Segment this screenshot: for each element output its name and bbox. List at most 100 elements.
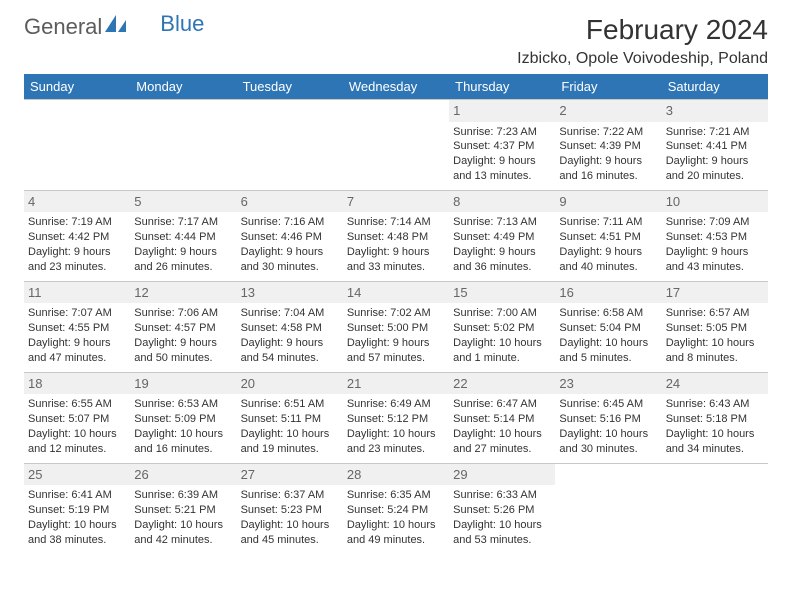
calendar-cell: 20 Sunrise: 6:51 AMSunset: 5:11 PMDayligh… — [237, 372, 343, 463]
sunrise-line: Sunrise: 6:37 AM — [241, 488, 339, 503]
sunset-line: Sunset: 5:02 PM — [453, 321, 551, 336]
calendar-cell: 7Sunrise: 7:14 AMSunset: 4:48 PMDaylight… — [343, 190, 449, 281]
sunrise-line: Sunrise: 7:23 AM — [453, 125, 551, 140]
sunrise-line: Sunrise: 6:49 AM — [347, 397, 445, 412]
sunrise-line: Sunrise: 7:00 AM — [453, 306, 551, 321]
daylight-line: Daylight: 9 hours and 36 minutes. — [453, 245, 551, 275]
calendar-cell: 22Sunrise: 6:47 AMSunset: 5:14 PMDayligh… — [449, 372, 555, 463]
calendar-cell: 23Sunrise: 6:45 AMSunset: 5:16 PMDayligh… — [555, 372, 661, 463]
logo-text-general: General — [24, 14, 102, 40]
sunrise-line: Sunrise: 6:57 AM — [666, 306, 764, 321]
sunrise-line: Sunrise: 6:39 AM — [134, 488, 232, 503]
daylight-line: Daylight: 10 hours and 5 minutes. — [559, 336, 657, 366]
day-header: Tuesday — [237, 74, 343, 100]
sunset-line: Sunset: 4:49 PM — [453, 230, 551, 245]
day-number: 20 — [237, 373, 343, 395]
day-header: Sunday — [24, 74, 130, 100]
calendar-cell: 12Sunrise: 7:06 AMSunset: 4:57 PMDayligh… — [130, 281, 236, 372]
sunset-line: Sunset: 4:53 PM — [666, 230, 764, 245]
daylight-line: Daylight: 9 hours and 16 minutes. — [559, 154, 657, 184]
sunset-line: Sunset: 4:51 PM — [559, 230, 657, 245]
day-number: 22 — [449, 373, 555, 395]
calendar-cell: 10Sunrise: 7:09 AMSunset: 4:53 PMDayligh… — [662, 190, 768, 281]
daylight-line: Daylight: 10 hours and 16 minutes. — [134, 427, 232, 457]
calendar-cell: 3Sunrise: 7:21 AMSunset: 4:41 PMDaylight… — [662, 100, 768, 191]
calendar-cell — [662, 463, 768, 553]
daylight-line: Daylight: 10 hours and 45 minutes. — [241, 518, 339, 548]
day-number: 8 — [449, 191, 555, 213]
calendar-cell — [237, 100, 343, 191]
sunset-line: Sunset: 5:00 PM — [347, 321, 445, 336]
calendar-cell: 27 Sunrise: 6:37 AMSunset: 5:23 PMDayligh… — [237, 463, 343, 553]
sunrise-line: Sunrise: 7:17 AM — [134, 215, 232, 230]
day-header: Thursday — [449, 74, 555, 100]
calendar-cell: 14Sunrise: 7:02 AMSunset: 5:00 PMDayligh… — [343, 281, 449, 372]
sunrise-line: Sunrise: 6:58 AM — [559, 306, 657, 321]
daylight-line: Daylight: 9 hours and 47 minutes. — [28, 336, 126, 366]
day-number: 6 — [237, 191, 343, 213]
daylight-line: Daylight: 10 hours and 53 minutes. — [453, 518, 551, 548]
sunrise-line: Sunrise: 6:53 AM — [134, 397, 232, 412]
calendar-cell: 21 Sunrise: 6:49 AMSunset: 5:12 PMDayligh… — [343, 372, 449, 463]
calendar-week-row: 18 Sunrise: 6:55 AMSunset: 5:07 PM Dayligh… — [24, 372, 768, 463]
daylight-line: Daylight: 9 hours and 30 minutes. — [241, 245, 339, 275]
sunset-line: Sunset: 4:39 PM — [559, 139, 657, 154]
sunrise-line: Sunrise: 7:21 AM — [666, 125, 764, 140]
sunrise-line: Sunrise: 7:06 AM — [134, 306, 232, 321]
day-number: 23 — [555, 373, 661, 395]
daylight-line: Daylight: 9 hours and 43 minutes. — [666, 245, 764, 275]
day-number: 27 — [237, 464, 343, 486]
sunrise-line: Sunrise: 7:07 AM — [28, 306, 126, 321]
day-number: 3 — [662, 100, 768, 122]
sunrise-line: Sunrise: 6:43 AM — [666, 397, 764, 412]
header: GeneralBlue February 2024 Izbicko, Opole… — [24, 14, 768, 68]
sunset-line: Sunset: 5:18 PM — [666, 412, 764, 427]
sunrise-line: Sunrise: 7:16 AM — [241, 215, 339, 230]
calendar-cell: 19Sunrise: 6:53 AMSunset: 5:09 PMDayligh… — [130, 372, 236, 463]
calendar-cell: 18Sunrise: 6:55 AMSunset: 5:07 PMDayligh… — [24, 372, 130, 463]
day-number: 5 — [130, 191, 236, 213]
sunrise-line: Sunrise: 6:47 AM — [453, 397, 551, 412]
daylight-line: Daylight: 9 hours and 57 minutes. — [347, 336, 445, 366]
sunset-line: Sunset: 5:12 PM — [347, 412, 445, 427]
calendar-cell: 17Sunrise: 6:57 AMSunset: 5:05 PMDayligh… — [662, 281, 768, 372]
day-header-row: SundayMondayTuesdayWednesdayThursdayFrid… — [24, 74, 768, 100]
sunset-line: Sunset: 5:23 PM — [241, 503, 339, 518]
sunrise-line: Sunrise: 7:04 AM — [241, 306, 339, 321]
daylight-line: Daylight: 10 hours and 23 minutes. — [347, 427, 445, 457]
sunset-line: Sunset: 4:58 PM — [241, 321, 339, 336]
day-number: 21 — [343, 373, 449, 395]
daylight-line: Daylight: 9 hours and 26 minutes. — [134, 245, 232, 275]
daylight-line: Daylight: 9 hours and 33 minutes. — [347, 245, 445, 275]
day-header: Friday — [555, 74, 661, 100]
sunset-line: Sunset: 4:42 PM — [28, 230, 126, 245]
day-header: Saturday — [662, 74, 768, 100]
sunset-line: Sunset: 5:24 PM — [347, 503, 445, 518]
calendar-cell: 9Sunrise: 7:11 AMSunset: 4:51 PMDaylight… — [555, 190, 661, 281]
calendar-cell: 15Sunrise: 7:00 AMSunset: 5:02 PMDayligh… — [449, 281, 555, 372]
day-header: Wednesday — [343, 74, 449, 100]
day-number: 19 — [130, 373, 236, 395]
day-number: 11 — [24, 282, 130, 304]
sunset-line: Sunset: 5:19 PM — [28, 503, 126, 518]
calendar-cell — [343, 100, 449, 191]
sunrise-line: Sunrise: 6:51 AM — [241, 397, 339, 412]
daylight-line: Daylight: 10 hours and 27 minutes. — [453, 427, 551, 457]
sunset-line: Sunset: 5:16 PM — [559, 412, 657, 427]
day-number: 12 — [130, 282, 236, 304]
calendar-cell: 8Sunrise: 7:13 AMSunset: 4:49 PMDaylight… — [449, 190, 555, 281]
sunrise-line: Sunrise: 6:55 AM — [28, 397, 126, 412]
sunset-line: Sunset: 4:46 PM — [241, 230, 339, 245]
sunrise-line: Sunrise: 6:33 AM — [453, 488, 551, 503]
calendar-cell: 13Sunrise: 7:04 AMSunset: 4:58 PMDayligh… — [237, 281, 343, 372]
sunrise-line: Sunrise: 6:41 AM — [28, 488, 126, 503]
sunset-line: Sunset: 5:11 PM — [241, 412, 339, 427]
sunset-line: Sunset: 5:05 PM — [666, 321, 764, 336]
calendar-cell — [24, 100, 130, 191]
day-number: 18 — [24, 373, 130, 395]
day-number: 24 — [662, 373, 768, 395]
day-number: 10 — [662, 191, 768, 213]
daylight-line: Daylight: 10 hours and 19 minutes. — [241, 427, 339, 457]
sunset-line: Sunset: 4:55 PM — [28, 321, 126, 336]
sunset-line: Sunset: 5:07 PM — [28, 412, 126, 427]
